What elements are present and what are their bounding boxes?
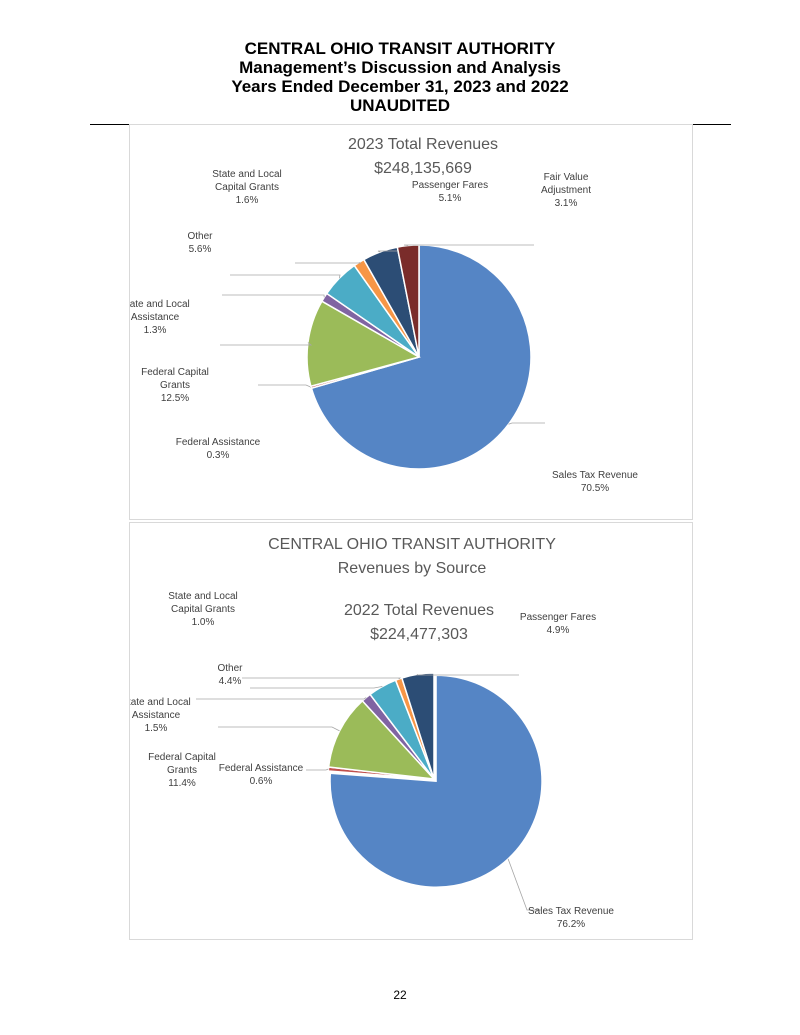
data-label-category: Grants: [160, 380, 190, 391]
data-label-percent: 1.0%: [192, 617, 215, 628]
data-label-category: Federal Capital: [141, 367, 209, 378]
data-label-percent: 4.9%: [547, 625, 570, 636]
data-label-percent: 1.3%: [144, 325, 167, 336]
data-label-percent: 76.2%: [557, 919, 585, 930]
leader-line: [230, 274, 341, 279]
leader-line: [220, 342, 313, 346]
pie-chart-2023: 2023 Total Revenues $248,135,669 Sales Tax…: [130, 136, 638, 494]
chart-subtitle: $224,477,303: [370, 626, 468, 643]
section-title: Management’s Discussion and Analysis: [239, 58, 561, 77]
data-label-category: Capital Grants: [215, 182, 279, 193]
data-label-percent: 0.3%: [207, 450, 230, 461]
leader-line: [258, 384, 312, 388]
chart-subtitle: $248,135,669: [374, 160, 472, 177]
header-rule-right: [693, 124, 731, 125]
data-label-category: Passenger Fares: [412, 180, 488, 191]
leader-line: [218, 726, 340, 732]
data-label-percent: 0.6%: [250, 776, 273, 787]
data-label-category: Other: [187, 231, 213, 242]
data-label-percent: 12.5%: [161, 393, 189, 404]
data-label-percent: 1.5%: [145, 723, 168, 734]
data-label-category: Other: [217, 663, 243, 674]
data-label-category: Passenger Fares: [520, 612, 596, 623]
chart-heading: Revenues by Source: [338, 560, 487, 577]
data-label-percent: 4.4%: [219, 676, 242, 687]
data-label-percent: 5.6%: [189, 244, 212, 255]
data-label-percent: 70.5%: [581, 483, 609, 494]
leader-line: [403, 244, 534, 246]
data-label-category: Grants: [167, 765, 197, 776]
period-title: Years Ended December 31, 2023 and 2022: [231, 77, 569, 96]
chart-2023-revenues: 2023 Total Revenues $248,135,669 Sales Tax…: [129, 124, 693, 520]
leader-line: [250, 686, 383, 689]
data-label-percent: 5.1%: [439, 193, 462, 204]
data-label-category: State and Local: [168, 591, 238, 602]
leader-line: [416, 673, 519, 676]
data-label-category: Fair Value: [544, 172, 589, 183]
data-label-percent: 11.4%: [168, 778, 196, 789]
leader-line: [508, 422, 545, 425]
data-label-category: Federal Assistance: [176, 437, 261, 448]
data-label-category: Federal Capital: [148, 752, 216, 763]
leader-line: [196, 697, 367, 700]
data-label-category: Assistance: [132, 710, 181, 721]
audit-status: UNAUDITED: [349, 96, 451, 115]
org-title: CENTRAL OHIO TRANSIT AUTHORITY: [244, 39, 556, 58]
data-label-category: Sales Tax Revenue: [552, 470, 638, 481]
data-label-percent: 1.6%: [236, 195, 259, 206]
chart-heading: CENTRAL OHIO TRANSIT AUTHORITY: [268, 536, 556, 553]
pie-slice-federal-capital-grants: [327, 699, 436, 780]
pie-slice-federal-capital-grants: [306, 300, 421, 388]
data-label-category: Assistance: [131, 312, 180, 323]
report-header: CENTRAL OHIO TRANSIT AUTHORITY Managemen…: [0, 39, 800, 115]
data-label-category: State and Local: [130, 299, 190, 310]
data-label-category: Sales Tax Revenue: [528, 906, 614, 917]
leader-line: [306, 768, 329, 771]
pie-slice-sales-tax-revenue: [310, 244, 532, 470]
chart-title: 2022 Total Revenues: [344, 602, 494, 619]
page-number: 22: [393, 988, 407, 1002]
data-label-category: State and Local: [212, 169, 282, 180]
header-rule-left: [90, 124, 130, 125]
leader-line: [242, 677, 402, 680]
chart-2022-revenues: CENTRAL OHIO TRANSIT AUTHORITY Revenues b…: [129, 522, 693, 940]
data-label-category: Adjustment: [541, 185, 591, 196]
leader-line: [295, 262, 362, 264]
data-label-percent: 3.1%: [555, 198, 578, 209]
leader-line: [222, 294, 325, 298]
leader-line: [507, 858, 541, 911]
data-label-category: Federal Assistance: [219, 763, 304, 774]
data-label-category: State and Local: [130, 697, 191, 708]
chart-title: 2023 Total Revenues: [348, 136, 498, 153]
data-label-category: Capital Grants: [171, 604, 235, 615]
pie-chart-2022: CENTRAL OHIO TRANSIT AUTHORITY Revenues b…: [130, 536, 614, 930]
